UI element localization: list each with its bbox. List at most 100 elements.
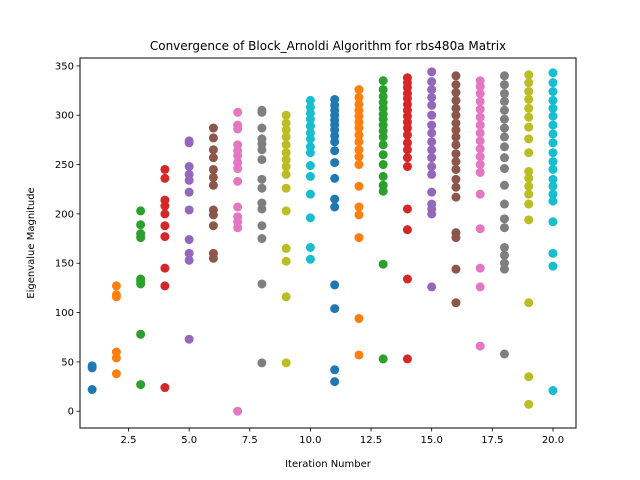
data-point <box>111 281 121 291</box>
series-iteration-4 <box>160 164 170 393</box>
data-point <box>524 134 534 144</box>
data-point <box>548 78 558 88</box>
data-point <box>548 120 558 130</box>
x-tick-label: 7.5 <box>242 435 258 446</box>
data-point <box>451 118 461 128</box>
data-point <box>354 210 364 220</box>
data-point <box>354 145 364 155</box>
series-iteration-19 <box>524 70 534 409</box>
data-point <box>524 173 534 183</box>
data-point <box>524 87 534 97</box>
data-point <box>281 140 291 150</box>
series-iteration-14 <box>402 73 412 364</box>
data-point <box>427 169 437 179</box>
data-point <box>524 103 534 113</box>
data-point <box>305 213 315 223</box>
data-point <box>499 223 509 233</box>
data-point <box>427 282 437 292</box>
data-point <box>499 132 509 142</box>
series-iteration-8 <box>257 105 267 368</box>
data-point <box>451 157 461 167</box>
data-point <box>305 242 315 252</box>
data-point <box>354 202 364 212</box>
points-layer <box>87 67 558 416</box>
series-iteration-18 <box>499 71 509 359</box>
data-point <box>499 123 509 133</box>
x-tick-label: 20.0 <box>542 435 564 446</box>
data-point <box>160 221 170 231</box>
data-point <box>524 372 534 382</box>
data-point <box>354 130 364 140</box>
chart-title: Convergence of Block_Arnoldi Algorithm f… <box>150 39 506 53</box>
data-point <box>524 70 534 80</box>
data-point <box>378 76 388 86</box>
data-point <box>281 118 291 128</box>
data-point <box>499 250 509 260</box>
data-point <box>499 142 509 152</box>
data-point <box>451 110 461 120</box>
data-point <box>184 136 194 146</box>
data-point <box>330 304 340 314</box>
data-point <box>451 228 461 238</box>
data-point <box>281 162 291 172</box>
data-point <box>281 148 291 158</box>
data-point <box>378 85 388 95</box>
data-point <box>475 136 485 146</box>
data-point <box>305 121 315 131</box>
y-tick-label: 150 <box>55 259 74 270</box>
data-point <box>281 125 291 135</box>
data-point <box>354 233 364 243</box>
data-point <box>524 399 534 409</box>
series-iteration-15 <box>427 67 437 292</box>
data-point <box>499 349 509 359</box>
data-point <box>427 199 437 209</box>
data-point <box>475 76 485 86</box>
data-point <box>427 153 437 163</box>
x-tick-label: 5.0 <box>181 435 197 446</box>
series-iteration-11 <box>330 94 340 387</box>
data-point <box>524 122 534 132</box>
data-point <box>257 105 267 115</box>
data-point <box>330 173 340 183</box>
data-point <box>354 137 364 147</box>
data-point <box>257 221 267 231</box>
data-point <box>524 199 534 209</box>
data-point <box>354 313 364 323</box>
data-point <box>499 71 509 81</box>
data-point <box>233 176 243 186</box>
data-point <box>305 161 315 171</box>
data-point <box>330 202 340 212</box>
data-point <box>136 220 146 230</box>
data-point <box>524 298 534 308</box>
data-point <box>160 195 170 205</box>
data-point <box>548 68 558 78</box>
data-point <box>451 164 461 174</box>
data-point <box>378 140 388 150</box>
data-point <box>257 279 267 289</box>
data-point <box>475 89 485 99</box>
data-point <box>160 164 170 174</box>
data-point <box>281 169 291 179</box>
data-point <box>281 206 291 216</box>
data-point <box>475 263 485 273</box>
data-point <box>378 150 388 160</box>
series-iteration-9 <box>281 110 291 368</box>
data-point <box>281 358 291 368</box>
data-point <box>524 189 534 199</box>
data-point <box>548 174 558 184</box>
data-point <box>451 140 461 150</box>
data-point <box>427 100 437 110</box>
data-point <box>111 290 121 300</box>
data-point <box>402 138 412 148</box>
x-tick-label: 10.0 <box>299 435 321 446</box>
data-point <box>378 91 388 101</box>
series-iteration-16 <box>451 71 461 308</box>
data-point <box>499 105 509 115</box>
data-point <box>402 204 412 214</box>
data-point <box>548 87 558 97</box>
data-point <box>160 383 170 393</box>
data-point <box>548 138 558 148</box>
data-point <box>402 145 412 155</box>
data-point <box>451 298 461 308</box>
